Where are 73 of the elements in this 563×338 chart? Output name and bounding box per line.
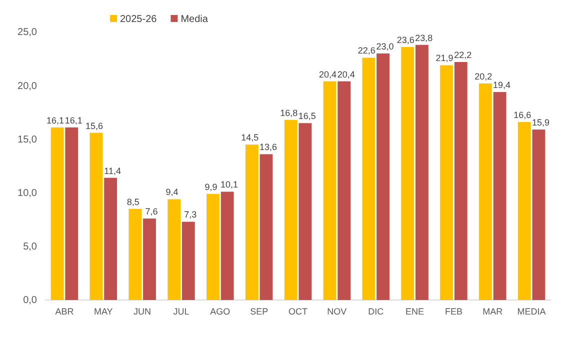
bar [284, 120, 298, 300]
bar [50, 127, 64, 300]
data-label: 13,6 [259, 142, 278, 152]
bar [104, 178, 118, 300]
data-label: 20,2 [474, 71, 492, 82]
y-tick-label: 15,0 [18, 134, 38, 146]
data-label: 20,4 [337, 69, 355, 80]
data-label: 19,4 [493, 80, 511, 90]
bar [143, 218, 156, 300]
x-tick-label: AGO [210, 306, 230, 316]
bar [182, 222, 195, 300]
bar [362, 58, 376, 300]
data-label: 9,9 [204, 182, 218, 192]
x-tick-label: MAR [482, 306, 504, 316]
data-label: 8,5 [126, 196, 140, 207]
data-label: 23,8 [415, 32, 433, 43]
data-label: 22,6 [358, 46, 376, 56]
bar [245, 144, 258, 300]
x-tick-label: ENE [406, 306, 424, 316]
bar [493, 92, 506, 300]
bar [532, 130, 546, 300]
x-tick-label: MEDIA [517, 306, 546, 316]
data-label: 16,1 [46, 115, 64, 126]
bar [440, 65, 453, 300]
data-label: 23,0 [376, 41, 394, 52]
x-tick-label: JUL [173, 306, 190, 316]
data-label: 16,6 [514, 110, 532, 120]
data-label: 7,6 [145, 206, 158, 217]
bar [478, 83, 492, 300]
x-tick-label: NOV [327, 306, 347, 316]
legend-label: 2025-26 [120, 14, 158, 25]
bar [260, 154, 273, 300]
bar [206, 194, 220, 300]
bar [65, 127, 78, 300]
x-tick-label: OCT [288, 306, 308, 316]
data-label: 16,1 [64, 115, 82, 126]
data-label: 9,4 [166, 187, 178, 198]
x-tick-label: FEB [444, 306, 462, 316]
y-tick-label: 0,0 [23, 295, 38, 306]
x-tick-label: MAY [94, 306, 113, 316]
bar [90, 132, 103, 300]
data-label: 11,4 [104, 166, 121, 176]
data-label: 22,2 [454, 50, 472, 60]
x-tick-label: JUN [134, 306, 152, 316]
y-tick-label: 10,0 [18, 188, 38, 199]
bar [168, 199, 181, 300]
legend-label: Media [180, 14, 208, 25]
bar [128, 208, 142, 300]
data-label: 15,9 [532, 118, 550, 128]
bar [298, 123, 312, 300]
y-tick-label: 20,0 [18, 80, 38, 92]
data-label: 15,6 [85, 120, 103, 131]
bar [376, 53, 390, 300]
data-label: 20,4 [318, 69, 337, 80]
data-label: 16,5 [298, 111, 316, 122]
data-label: 21,9 [436, 53, 454, 64]
y-tick-label: 5,0 [23, 242, 38, 253]
data-label: 16,8 [280, 108, 298, 118]
bar [323, 81, 336, 300]
bar [220, 192, 234, 300]
bar [415, 44, 428, 300]
bar [338, 81, 351, 300]
data-label: 14,5 [241, 132, 259, 143]
bar [401, 47, 414, 300]
bar [518, 122, 531, 300]
x-tick-label: SEP [250, 306, 268, 316]
data-label: 23,6 [396, 35, 414, 46]
y-tick-label: 25,0 [18, 27, 38, 38]
data-label: 7,3 [184, 210, 197, 220]
bar [454, 62, 468, 300]
x-tick-label: DIC [368, 306, 384, 316]
data-label: 10,1 [220, 180, 238, 190]
x-tick-label: ABR [55, 306, 74, 316]
